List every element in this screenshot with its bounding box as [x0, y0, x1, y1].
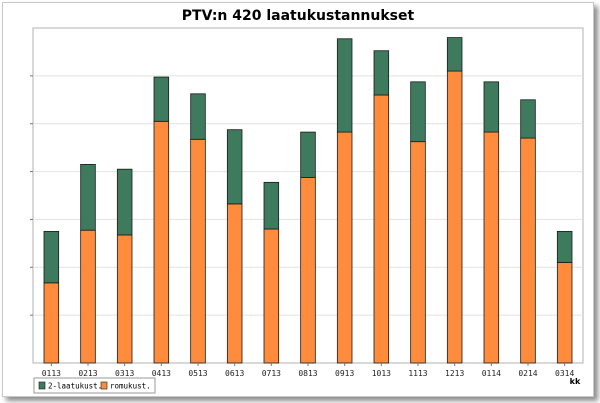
chart-title: PTV:n 420 laatukustannukset	[182, 8, 415, 24]
bar-romukust	[80, 229, 96, 364]
legend-label-2-laatukust: 2-laatukust.	[48, 382, 102, 391]
bar-romukust	[263, 228, 280, 364]
bar-2-laatukust	[446, 37, 463, 72]
legend-label-romukust: romukust.	[110, 382, 151, 391]
chart-svg: PTV:n 420 laatukustannukset 0113 0213 0313…	[30, 8, 584, 394]
bar-2-laatukust	[116, 168, 133, 236]
bar-romukust	[226, 203, 243, 364]
bar-romukust	[483, 131, 500, 364]
bar-2-laatukust	[300, 131, 316, 178]
bar-2-laatukust	[483, 81, 500, 133]
chart-frame: PTV:n 420 laatukustannukset 0113 0213 0313…	[2, 2, 594, 397]
x-tick-label: 0813	[298, 369, 317, 378]
bar-romukust	[116, 234, 133, 364]
x-tick-label: 0314	[555, 369, 574, 378]
x-tick-label: 1113	[408, 369, 427, 378]
x-tick-label: 0413	[152, 369, 171, 378]
bar-2-laatukust	[43, 230, 60, 284]
bar-romukust	[410, 141, 426, 364]
legend: 2-laatukust. romukust.	[33, 377, 156, 394]
x-tick-label: 1213	[445, 369, 464, 378]
bar-2-laatukust	[80, 163, 96, 231]
bar-2-laatukust	[410, 81, 426, 143]
x-tick-label: 0613	[225, 369, 244, 378]
x-axis-ticks: 0113 0213 0313 0413 0513 0613 0713 0813 0913 1013…	[42, 363, 574, 378]
legend-swatch-romukust	[100, 381, 108, 390]
bar-2-laatukust	[336, 38, 353, 133]
legend-box	[33, 377, 156, 394]
bar-2-laatukust	[153, 76, 170, 122]
x-tick-label: 1013	[372, 369, 391, 378]
bar-romukust	[336, 131, 353, 364]
bars	[43, 37, 573, 364]
bar-romukust	[520, 137, 536, 364]
x-tick-label: 0113	[42, 369, 61, 378]
bar-2-laatukust	[520, 99, 536, 139]
x-tick-label: 0313	[115, 369, 134, 378]
bar-romukust	[43, 282, 60, 364]
bar-romukust	[373, 94, 390, 364]
x-tick-label: 0213	[78, 369, 97, 378]
x-tick-label: 0913	[335, 369, 354, 378]
bar-2-laatukust	[263, 181, 280, 230]
x-tick-label: 0513	[188, 369, 207, 378]
x-tick-label: 0713	[262, 369, 281, 378]
x-tick-label: 0214	[518, 369, 537, 378]
x-tick-label: 0114	[482, 369, 501, 378]
bar-romukust	[153, 120, 170, 364]
bar-romukust	[446, 70, 463, 364]
bar-2-laatukust	[556, 230, 573, 263]
x-axis-label: kk	[570, 377, 581, 386]
bar-2-laatukust	[226, 129, 243, 205]
bar-romukust	[190, 138, 206, 364]
bar-romukust	[556, 262, 573, 364]
legend-swatch-2-laatukust	[38, 381, 46, 390]
bar-2-laatukust	[190, 93, 206, 140]
bar-2-laatukust	[373, 50, 390, 96]
bar-romukust	[300, 177, 316, 364]
